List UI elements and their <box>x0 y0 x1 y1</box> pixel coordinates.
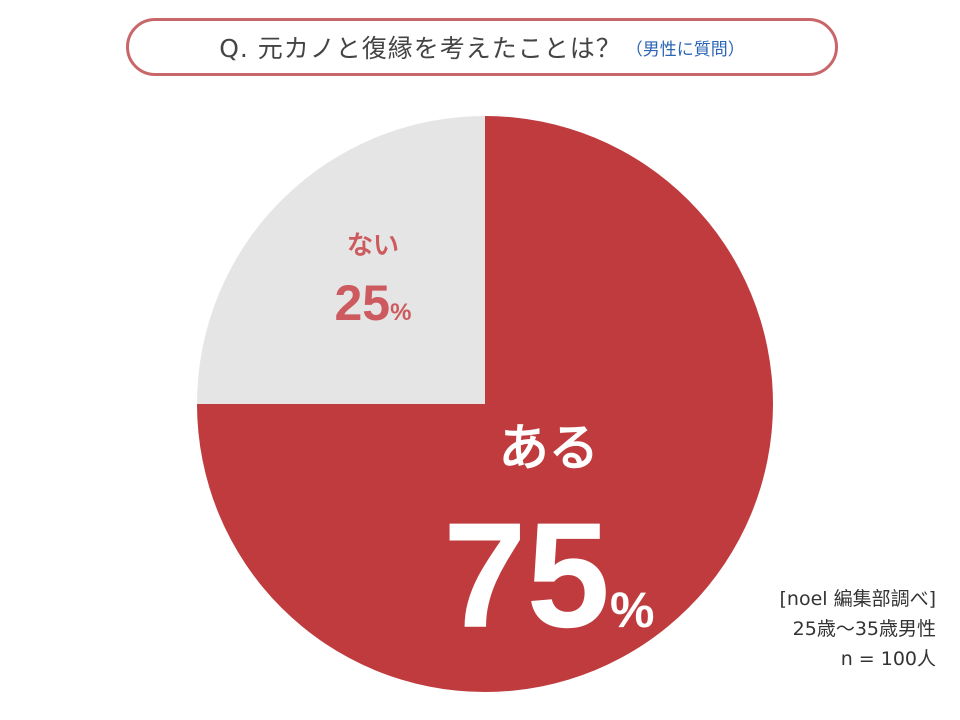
pie-labels: ある 75% ない 25% <box>335 231 655 659</box>
source-line-1: [noel 編集部調べ] <box>779 588 937 610</box>
question-subtitle: （男性に質問） <box>625 39 745 60</box>
slice-category-label-1: ない <box>347 231 399 261</box>
slice-value-label-0: 75% <box>443 491 654 659</box>
pie-slices <box>197 116 773 692</box>
source-note: [noel 編集部調べ] 25歳〜35歳男性 n = 100人 <box>780 584 937 674</box>
source-line-2: 25歳〜35歳男性 <box>792 618 936 640</box>
slice-value-label-1: 25% <box>335 275 412 331</box>
question-title-box: Q. 元カノと復縁を考えたことは？ （男性に質問） <box>126 18 838 76</box>
pie-slice-1 <box>197 116 485 404</box>
source-line-3: n = 100人 <box>840 648 936 670</box>
question-title: Q. 元カノと復縁を考えたことは？ <box>219 34 622 63</box>
slice-category-label-0: ある <box>499 419 599 477</box>
